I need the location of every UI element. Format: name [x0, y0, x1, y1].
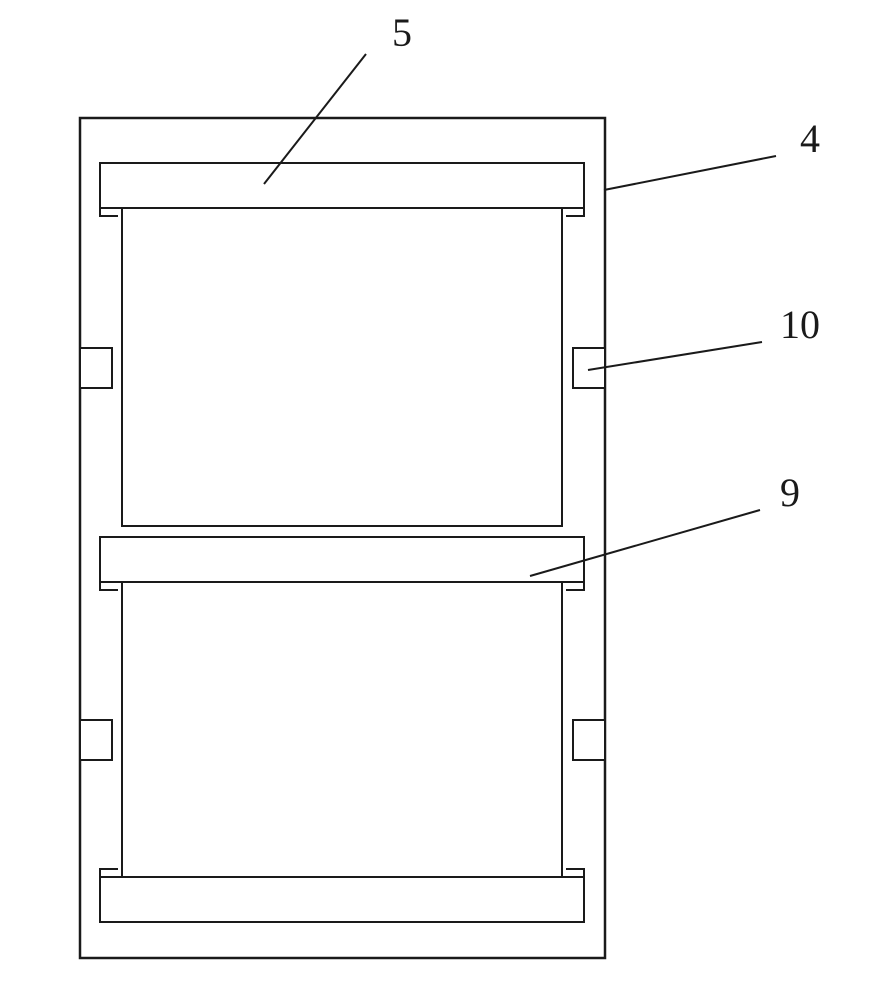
leader-line-4	[604, 156, 776, 190]
leader-line-10	[588, 342, 762, 370]
label-9: 9	[780, 470, 800, 515]
side-tab-0-0	[80, 348, 112, 388]
drawer-handle-bar-0	[100, 163, 584, 208]
side-tab-1-0	[80, 720, 112, 760]
side-tab-1-1	[573, 720, 605, 760]
label-4: 4	[800, 116, 820, 161]
bottom-handle-bar	[100, 877, 584, 922]
drawer-body-1	[122, 560, 562, 900]
drawer-body-0	[122, 186, 562, 526]
label-5: 5	[392, 10, 412, 55]
drawer-handle-bar-1	[100, 537, 584, 582]
label-10: 10	[780, 302, 820, 347]
